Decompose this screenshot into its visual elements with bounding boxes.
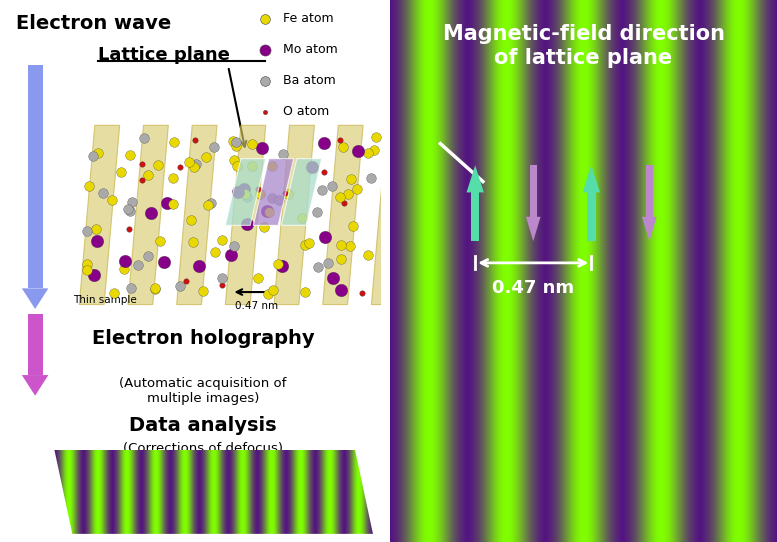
Polygon shape — [281, 159, 322, 225]
Polygon shape — [274, 125, 315, 305]
Polygon shape — [79, 125, 120, 305]
Text: Magnetic-field direction
of lattice plane: Magnetic-field direction of lattice plan… — [443, 24, 724, 68]
Text: Electron wave: Electron wave — [16, 14, 171, 33]
Polygon shape — [128, 125, 169, 305]
Polygon shape — [22, 288, 48, 309]
Text: (Automatic acquisition of
multiple images): (Automatic acquisition of multiple image… — [119, 377, 287, 405]
Text: Thin sample: Thin sample — [73, 294, 137, 305]
Text: Electron holography: Electron holography — [92, 329, 314, 349]
Polygon shape — [28, 314, 43, 375]
Polygon shape — [587, 192, 595, 241]
Polygon shape — [530, 165, 537, 217]
Polygon shape — [466, 165, 484, 192]
Polygon shape — [526, 217, 541, 241]
Polygon shape — [371, 125, 412, 305]
Text: 0.47 nm: 0.47 nm — [235, 301, 278, 311]
Polygon shape — [28, 65, 43, 288]
Polygon shape — [322, 125, 363, 305]
Polygon shape — [225, 125, 266, 305]
Text: Ba atom: Ba atom — [283, 74, 336, 87]
Polygon shape — [253, 159, 294, 225]
Text: O atom: O atom — [283, 105, 329, 118]
Text: (Corrections of defocus): (Corrections of defocus) — [123, 442, 283, 455]
Text: Data analysis: Data analysis — [129, 416, 277, 435]
Polygon shape — [646, 165, 653, 217]
Polygon shape — [225, 159, 266, 225]
Polygon shape — [642, 217, 657, 241]
Text: Lattice plane: Lattice plane — [98, 46, 229, 64]
Polygon shape — [583, 165, 600, 192]
Text: 0.47 nm: 0.47 nm — [492, 279, 574, 297]
Text: Fe atom: Fe atom — [283, 12, 333, 25]
Text: Mo atom: Mo atom — [283, 43, 337, 56]
Polygon shape — [176, 125, 217, 305]
Polygon shape — [471, 192, 479, 241]
Polygon shape — [22, 375, 48, 396]
